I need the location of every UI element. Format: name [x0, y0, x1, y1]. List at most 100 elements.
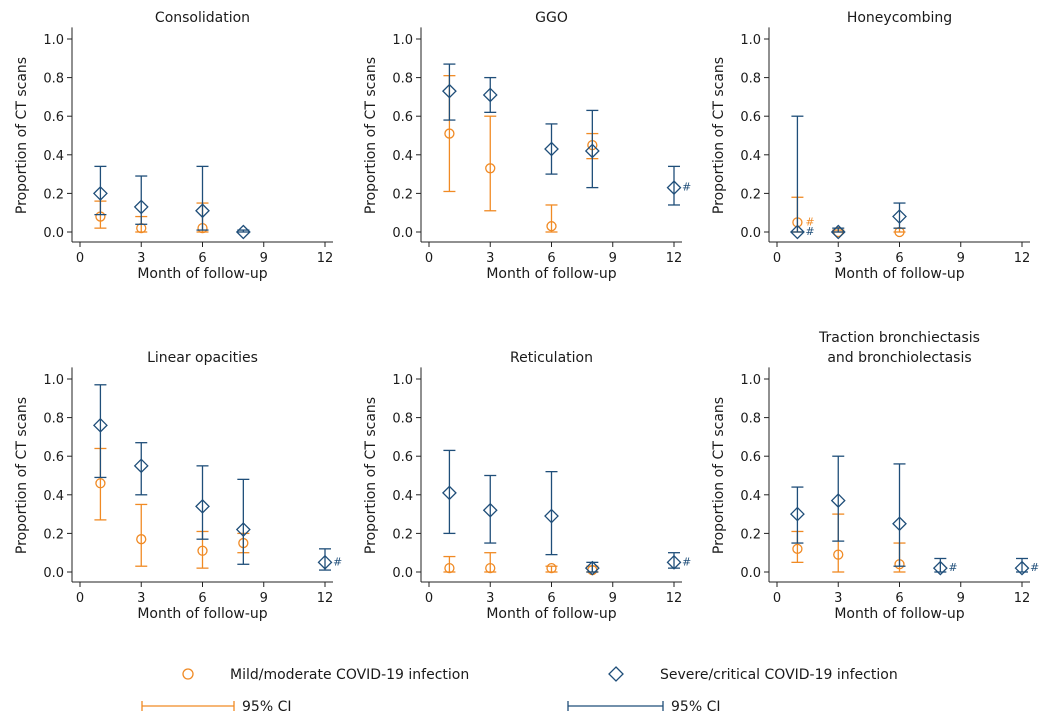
y-axis-label: Proportion of CT scans: [363, 397, 379, 554]
x-tick-label: 12: [1014, 251, 1031, 266]
x-axis-label: Month of follow-up: [486, 606, 616, 622]
x-tick-label: 3: [137, 591, 145, 606]
severe-ci-bar: [893, 463, 906, 567]
severe-point: [789, 224, 805, 240]
mild-point: [833, 549, 844, 560]
x-tick-label: 6: [895, 251, 903, 266]
severe-point: [892, 516, 907, 532]
x-tick-label: 12: [666, 251, 683, 266]
severe-point: [235, 224, 251, 240]
y-tick-label: 0.6: [740, 450, 761, 465]
y-axis-label: Proportion of CT scans: [711, 57, 727, 214]
chart-panel-2: 0.0 0.2 0.4 0.6 0.8 1.0 0 3 6 9 12 Month of follow-…: [363, 10, 691, 282]
y-tick-label: 0.4: [43, 149, 64, 164]
x-tick-label: 9: [260, 591, 268, 606]
y-tick-label: 0.6: [740, 110, 761, 125]
y-tick-label: 0.2: [43, 527, 64, 542]
severe-ci-bar: [196, 465, 209, 540]
severe-point: [317, 554, 333, 570]
x-tick-label: 6: [547, 591, 555, 606]
chart-title: GGO: [535, 10, 568, 26]
y-axis-label: Proportion of CT scans: [711, 397, 727, 554]
severe-point: [666, 554, 682, 570]
chart-panels: 0.0 0.2 0.4 0.6 0.8 1.0 0 3 6 9 12 Month of follow-…: [14, 10, 1039, 622]
x-axis-label: Month of follow-up: [486, 266, 616, 282]
y-tick-label: 0.8: [392, 412, 413, 427]
x-tick-label: 9: [260, 251, 268, 266]
chart-panel-6: 0.0 0.2 0.4 0.6 0.8 1.0 0 3 6 9 12 Month of follow-…: [711, 330, 1039, 622]
severe-ci-bar: [791, 486, 804, 544]
y-tick-label: 0.0: [740, 226, 761, 241]
chart-panel-3: 0.0 0.2 0.4 0.6 0.8 1.0 0 3 6 9 12 Month of follow-…: [711, 10, 1030, 282]
severe-point: [544, 508, 559, 524]
y-tick-label: 0.0: [43, 566, 64, 581]
y-tick-label: 0.0: [740, 566, 761, 581]
x-tick-label: 6: [547, 251, 555, 266]
x-tick-label: 0: [425, 591, 433, 606]
legend: Mild/moderate COVID-19 infection Severe/…: [141, 666, 898, 715]
chart-title: Consolidation: [155, 10, 250, 26]
y-tick-label: 0.8: [740, 72, 761, 87]
mild-point: [444, 128, 455, 139]
mild-point: [546, 221, 557, 232]
severe-point: [195, 498, 210, 514]
chart-title: Linear opacities: [147, 350, 258, 366]
mild-ci-bar: [545, 204, 558, 233]
y-tick-label: 0.4: [43, 489, 64, 504]
severe-point: [235, 522, 251, 537]
note-marker: #: [682, 181, 691, 194]
severe-point: [830, 493, 846, 509]
y-tick-label: 0.6: [43, 110, 64, 125]
chart-panel-4: 0.0 0.2 0.4 0.6 0.8 1.0 0 3 6 9 12 Month of follow-…: [14, 350, 342, 622]
severe-point: [892, 209, 907, 224]
x-tick-label: 12: [666, 591, 683, 606]
x-tick-label: 3: [834, 251, 842, 266]
x-axis-label: Month of follow-up: [834, 606, 964, 622]
x-tick-label: 9: [957, 591, 965, 606]
severe-point: [932, 560, 948, 576]
y-tick-label: 1.0: [392, 373, 413, 388]
note-marker: #: [1030, 561, 1039, 574]
severe-point: [441, 83, 457, 99]
y-tick-label: 0.0: [392, 226, 413, 241]
legend-mild-marker: [182, 668, 194, 680]
severe-ci-bar: [832, 455, 845, 542]
chart-panel-5: 0.0 0.2 0.4 0.6 0.8 1.0 0 3 6 9 12 Month of follow-…: [363, 350, 691, 622]
y-tick-label: 0.8: [392, 72, 413, 87]
x-tick-label: 9: [957, 251, 965, 266]
severe-point: [666, 180, 682, 196]
legend-severe-ci-marker: [567, 701, 664, 711]
y-tick-label: 0.0: [392, 566, 413, 581]
mild-point: [546, 562, 557, 574]
severe-point: [584, 560, 600, 576]
y-tick-label: 0.8: [43, 412, 64, 427]
y-tick-label: 0.6: [392, 110, 413, 125]
severe-point: [584, 143, 600, 159]
x-tick-label: 6: [198, 251, 206, 266]
y-tick-label: 0.2: [740, 527, 761, 542]
x-axis-label: Month of follow-up: [137, 606, 267, 622]
x-axis-label: Month of follow-up: [137, 266, 267, 282]
chart-title: Reticulation: [510, 350, 593, 366]
y-tick-label: 0.0: [43, 226, 64, 241]
y-tick-label: 1.0: [740, 33, 761, 48]
legend-mild-label: Mild/moderate COVID-19 infection: [230, 667, 469, 683]
severe-ci-bar: [319, 548, 331, 571]
legend-severe-ci-label: 95% CI: [671, 699, 720, 715]
y-tick-label: 0.4: [740, 489, 761, 504]
x-tick-label: 3: [834, 591, 842, 606]
severe-point: [92, 185, 108, 201]
legend-severe-label: Severe/critical COVID-19 infection: [660, 667, 898, 683]
mild-point: [136, 534, 147, 545]
severe-ci-bar: [545, 123, 558, 175]
chart-panel-1: 0.0 0.2 0.4 0.6 0.8 1.0 0 3 6 9 12 Month of follow-…: [14, 10, 333, 282]
mild-point: [95, 478, 106, 489]
y-tick-label: 0.2: [43, 187, 64, 202]
note-marker: #: [333, 555, 342, 568]
x-tick-label: 12: [317, 591, 334, 606]
y-tick-label: 0.4: [740, 149, 761, 164]
severe-ci-bar: [443, 63, 456, 121]
x-axis-label: Month of follow-up: [834, 266, 964, 282]
mild-point: [485, 562, 496, 574]
